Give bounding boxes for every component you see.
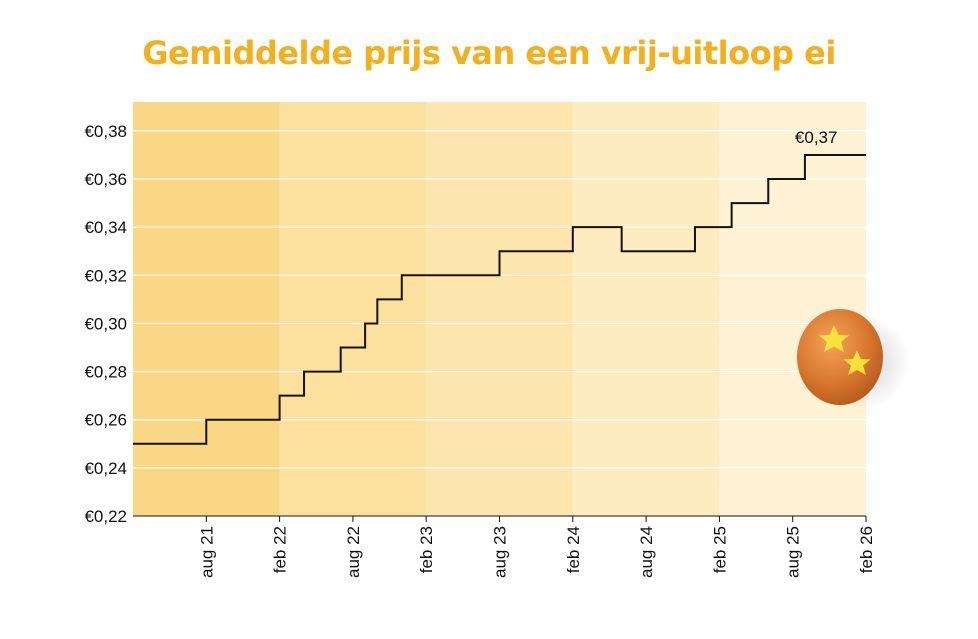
background-band [572,102,720,516]
x-tick-label: aug 25 [784,526,803,578]
annotations: €0,37 [795,128,838,147]
y-tick-label: €0,32 [84,266,127,285]
y-tick-label: €0,22 [84,507,127,526]
y-tick-label: €0,28 [84,363,127,382]
x-tick-label: feb 24 [564,526,583,573]
y-tick-label: €0,38 [84,122,127,141]
chart-title: Gemiddelde prijs van een vrij-uitloop ei [142,34,836,72]
star-icon [843,350,871,375]
x-axis-ticks: aug 21 feb 22 aug 22 feb 23 aug 23 feb 24 aug … [133,515,876,578]
x-tick-label: aug 21 [197,526,216,578]
background-band [133,102,280,516]
series [133,153,866,445]
y-axis-ticks: €0,22 €0,24 €0,26 €0,28 €0,30 €0,32 €0,34 €0,36… [84,122,127,526]
x-tick-label: feb 26 [857,526,876,573]
x-tick-label: aug 24 [637,526,656,578]
y-tick-label: €0,34 [84,218,127,237]
background-band [279,102,427,516]
x-tick-label: feb 23 [417,526,436,573]
x-tick-label: aug 22 [344,526,363,578]
x-tick-label: feb 25 [710,526,729,573]
egg-icon [797,309,910,410]
y-tick-label: €0,36 [84,170,127,189]
background-band [426,102,573,516]
background-bands [133,102,866,516]
annotation-label: €0,37 [795,128,838,147]
price-step-line [133,153,866,445]
star-icon [819,325,849,352]
background-band [719,102,866,516]
x-tick-label: aug 23 [491,526,510,578]
y-tick-label: €0,30 [84,314,127,333]
y-tick-label: €0,24 [84,459,127,478]
y-tick-label: €0,26 [84,411,127,430]
x-tick-label: feb 22 [271,526,290,573]
